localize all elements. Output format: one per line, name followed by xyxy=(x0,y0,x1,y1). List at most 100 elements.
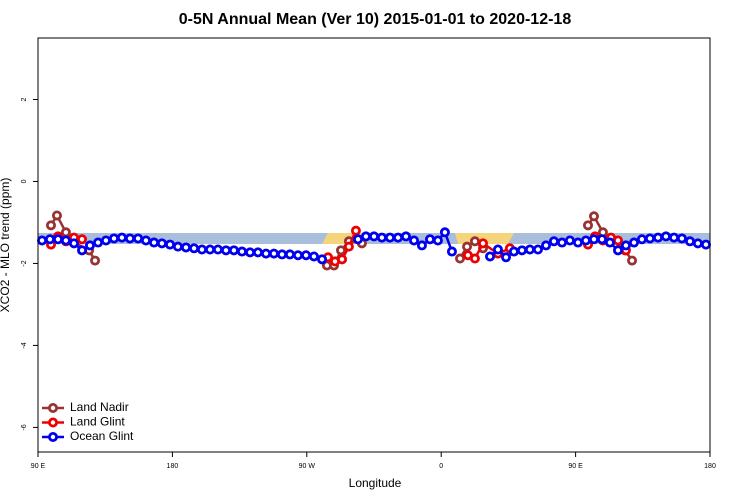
point xyxy=(532,244,543,255)
point xyxy=(353,234,364,245)
point xyxy=(564,235,575,246)
point xyxy=(469,253,480,264)
point xyxy=(236,246,247,257)
point xyxy=(653,232,664,243)
point xyxy=(301,250,312,261)
point xyxy=(485,251,496,262)
point xyxy=(501,252,512,263)
point xyxy=(541,240,552,251)
point xyxy=(116,232,127,243)
point xyxy=(400,231,411,242)
point xyxy=(620,240,631,251)
point xyxy=(53,234,64,245)
point xyxy=(516,245,527,256)
point xyxy=(245,247,256,258)
point xyxy=(613,245,624,256)
point xyxy=(60,227,71,238)
point xyxy=(221,245,232,256)
point xyxy=(252,247,263,258)
point xyxy=(51,210,62,221)
point xyxy=(700,239,711,250)
point xyxy=(376,232,387,243)
point xyxy=(317,254,328,265)
x-tick-label: 180 xyxy=(704,463,716,470)
x-tick-label: 90 W xyxy=(299,463,316,470)
point xyxy=(360,231,371,242)
point xyxy=(149,237,160,248)
y-tick-label: -6 xyxy=(21,424,28,430)
point xyxy=(580,235,591,246)
point xyxy=(692,238,703,249)
point xyxy=(557,237,568,248)
point xyxy=(613,235,624,246)
point xyxy=(68,238,79,249)
plot-frame xyxy=(37,37,711,453)
point xyxy=(284,249,295,260)
y-tick-label: -4 xyxy=(21,342,28,348)
point xyxy=(77,234,88,245)
legend-marker xyxy=(48,417,59,428)
point xyxy=(627,255,638,266)
point xyxy=(292,250,303,261)
legend-label: Land Glint xyxy=(70,415,125,429)
point xyxy=(133,233,144,244)
point xyxy=(588,211,599,222)
point xyxy=(604,237,615,248)
point xyxy=(156,238,167,249)
legend-marker xyxy=(48,431,59,442)
point xyxy=(439,227,450,238)
point xyxy=(644,233,655,244)
point xyxy=(77,245,88,256)
point xyxy=(492,244,503,255)
point xyxy=(93,237,104,248)
point xyxy=(124,233,135,244)
y-tick-label: 0 xyxy=(21,179,28,183)
point xyxy=(368,231,379,242)
y-tick-label: 2 xyxy=(21,97,28,101)
point xyxy=(676,233,687,244)
point xyxy=(90,255,101,266)
point xyxy=(462,241,473,252)
x-axis-label: Longitude xyxy=(349,476,402,490)
point xyxy=(424,234,435,245)
point xyxy=(416,240,427,251)
point xyxy=(597,234,608,245)
point xyxy=(44,234,55,245)
point xyxy=(109,233,120,244)
point xyxy=(409,235,420,246)
chart-title: 0-5N Annual Mean (Ver 10) 2015-01-01 to … xyxy=(179,11,572,28)
point xyxy=(343,241,354,252)
legend-marker xyxy=(48,402,59,413)
y-tick-label: -2 xyxy=(21,260,28,266)
point xyxy=(212,244,223,255)
point xyxy=(60,235,71,246)
point xyxy=(277,249,288,260)
point xyxy=(478,238,489,249)
legend-label: Ocean Glint xyxy=(70,429,134,443)
point xyxy=(548,236,559,247)
point xyxy=(508,246,519,257)
point xyxy=(140,235,151,246)
point xyxy=(180,242,191,253)
point xyxy=(268,248,279,259)
point xyxy=(196,244,207,255)
point xyxy=(350,225,361,236)
point xyxy=(588,234,599,245)
point xyxy=(455,253,466,264)
point xyxy=(37,235,48,246)
point xyxy=(524,244,535,255)
point xyxy=(337,254,348,265)
point xyxy=(84,240,95,251)
land-band xyxy=(455,233,514,244)
point xyxy=(165,239,176,250)
point xyxy=(384,232,395,243)
point xyxy=(660,231,671,242)
point xyxy=(669,232,680,243)
point xyxy=(572,237,583,248)
point xyxy=(172,241,183,252)
point xyxy=(393,232,404,243)
point xyxy=(432,235,443,246)
point xyxy=(335,245,346,256)
point xyxy=(45,220,56,231)
